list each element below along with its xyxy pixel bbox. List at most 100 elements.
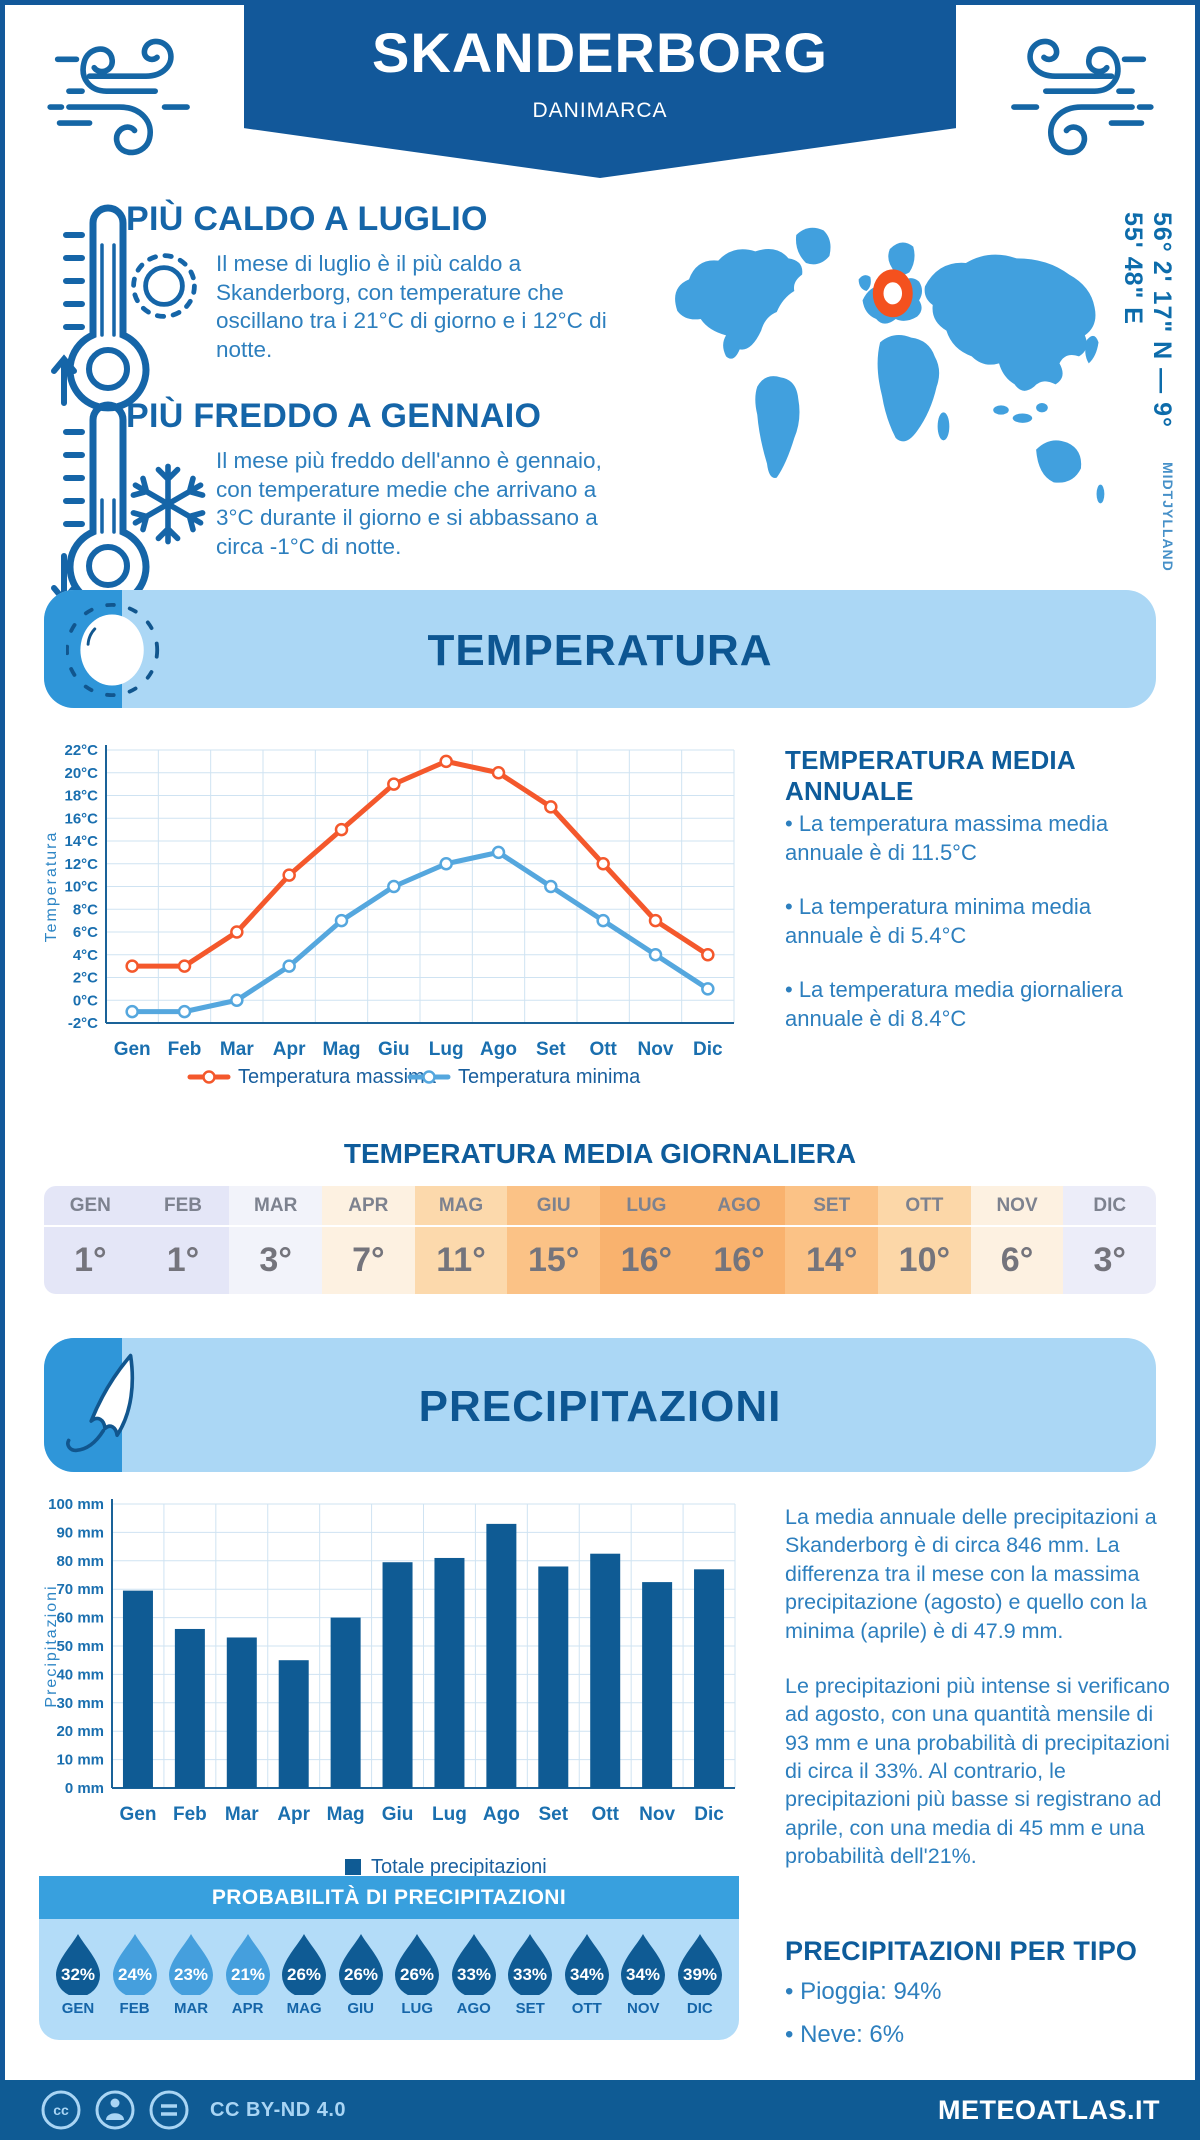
temperature-line-chart: -2°C 0°C 2°C 4°C 6°C 8°C 10°C 12°C 14°C 16°C 18°C 2… [40, 740, 760, 1095]
svg-text:Apr: Apr [277, 1804, 310, 1825]
table-month-value: 11° [414, 1227, 508, 1294]
svg-text:10°C: 10°C [64, 879, 98, 896]
table-column-nov: NOV 6° [970, 1186, 1064, 1294]
table-month-value: 15° [507, 1227, 601, 1294]
svg-text:20°C: 20°C [64, 765, 98, 782]
svg-text:Ott: Ott [589, 1039, 617, 1060]
table-column-set: SET 14° [785, 1186, 879, 1294]
droplet-icon: 26% [338, 1934, 383, 1995]
svg-text:Gen: Gen [119, 1804, 156, 1825]
daily-table-heading: TEMPERATURA MEDIA GIORNALIERA [343, 1138, 857, 1169]
temperature-section-title: TEMPERATURA [427, 626, 773, 675]
table-month-label: AGO [692, 1186, 786, 1225]
table-column-dic: DIC 3° [1063, 1186, 1156, 1294]
annual-temp-bullets: • La temperatura massima media annuale è… [785, 810, 1167, 1060]
attribution-person-icon [95, 2090, 135, 2130]
svg-text:Mag: Mag [327, 1804, 365, 1825]
table-column-ago: AGO 16° [692, 1186, 786, 1294]
precip-type-bullets: • Pioggia: 94% • Neve: 6% [785, 1976, 1167, 2062]
svg-text:20 mm: 20 mm [56, 1723, 104, 1740]
svg-text:Feb: Feb [173, 1804, 207, 1825]
region-text: MIDTJYLLAND [1160, 462, 1176, 572]
license-group: cc CC BY-ND 4.0 [40, 2089, 346, 2131]
table-month-label: DIC [1063, 1186, 1156, 1225]
daily-temperature-table: GEN 1° FEB 1° MAR 3° APR 7° MAG 11° GIU 15° LUG 16° AG… [44, 1186, 1156, 1294]
svg-text:Giu: Giu [378, 1039, 410, 1060]
svg-text:26%: 26% [287, 1965, 321, 1984]
svg-text:80 mm: 80 mm [56, 1553, 104, 1570]
license-text: CC BY-ND 4.0 [210, 2098, 347, 2121]
svg-text:0°C: 0°C [73, 992, 98, 1009]
svg-text:Ago: Ago [483, 1804, 520, 1825]
table-month-label: SET [785, 1186, 879, 1225]
table-column-giu: GIU 15° [507, 1186, 601, 1294]
table-month-value: 1° [136, 1227, 230, 1294]
svg-text:Mar: Mar [225, 1804, 259, 1825]
coordinates-block: 56° 2' 17" N — 9° 55' 48" E MIDTJYLLAND [1118, 212, 1176, 572]
svg-text:Set: Set [539, 1804, 569, 1825]
annual-bullet: • La temperatura minima media annuale è … [785, 894, 1092, 948]
annual-bullet: • La temperatura massima media annuale è… [785, 811, 1109, 865]
svg-text:Temperatura minima: Temperatura minima [458, 1066, 641, 1088]
cold-month-text: Il mese più freddo dell'anno è gennaio, … [216, 448, 602, 559]
coordinates-text: 56° 2' 17" N — 9° 55' 48" E [1119, 212, 1176, 428]
table-month-value: 7° [322, 1227, 415, 1294]
hot-month-text: Il mese di luglio è il più caldo a Skand… [216, 251, 607, 362]
thermometer-hot-icon [51, 204, 150, 412]
precipitation-bar-chart: 0 mm 10 mm 20 mm 30 mm 40 mm 50 mm 60 mm 70 mm 8… [40, 1496, 760, 1891]
droplet-icon: 34% [564, 1934, 609, 1995]
svg-text:39%: 39% [683, 1965, 717, 1984]
precip-type-heading: PRECIPITAZIONI PER TIPO [785, 1936, 1138, 1966]
svg-text:34%: 34% [570, 1965, 604, 1984]
page-title: SKANDERBORG [372, 21, 828, 84]
droplet-mar: 23% MAR [164, 1933, 218, 2040]
svg-text:30 mm: 30 mm [56, 1695, 104, 1712]
svg-text:Feb: Feb [168, 1039, 202, 1060]
droplet-month-label: NOV [627, 2000, 660, 2017]
svg-text:33%: 33% [513, 1965, 547, 1984]
svg-text:Temperatura massima: Temperatura massima [238, 1066, 437, 1088]
svg-text:10 mm: 10 mm [56, 1752, 104, 1769]
svg-text:60 mm: 60 mm [56, 1610, 104, 1627]
sun-banner-icon [66, 602, 160, 698]
droplet-dic: 39% DIC [673, 1933, 727, 2040]
droplet-month-label: DIC [686, 2000, 713, 2017]
snowflake-icon [130, 463, 206, 545]
droplet-icon: 33% [451, 1934, 496, 1995]
droplet-icon: 23% [169, 1934, 214, 1995]
table-column-mag: MAG 11° [414, 1186, 508, 1294]
table-column-feb: FEB 1° [136, 1186, 230, 1294]
table-month-value: 3° [229, 1227, 323, 1294]
precipitation-paragraph: Le precipitazioni più intense si verific… [785, 1673, 1170, 1869]
table-column-apr: APR 7° [322, 1186, 415, 1294]
svg-text:6°C: 6°C [73, 924, 98, 941]
svg-text:34%: 34% [626, 1965, 660, 1984]
svg-text:Precipitazioni: Precipitazioni [43, 1584, 60, 1707]
svg-text:2°C: 2°C [73, 970, 98, 987]
svg-text:Giu: Giu [382, 1804, 414, 1825]
table-month-value: 6° [970, 1227, 1064, 1294]
svg-text:50 mm: 50 mm [56, 1638, 104, 1655]
svg-text:21%: 21% [231, 1965, 265, 1984]
droplet-month-label: MAR [173, 2000, 209, 2017]
droplet-icon: 32% [56, 1934, 100, 1995]
svg-text:0 mm: 0 mm [65, 1780, 104, 1797]
table-month-label: NOV [970, 1186, 1064, 1225]
svg-text:16°C: 16°C [64, 810, 98, 827]
annual-temp-heading: TEMPERATURA MEDIA ANNUALE [785, 745, 1075, 806]
droplet-month-label: SET [515, 2000, 545, 2017]
svg-text:33%: 33% [457, 1965, 491, 1984]
brand-logo: METEOATLAS.IT [938, 2094, 1160, 2125]
svg-text:Lug: Lug [429, 1039, 464, 1060]
droplet-feb: 24% FEB [108, 1933, 162, 2040]
droplet-month-label: APR [231, 2000, 264, 2017]
svg-text:70 mm: 70 mm [56, 1581, 104, 1598]
droplet-giu: 26% GIU [334, 1933, 388, 2040]
temperature-section-banner: TEMPERATURA [44, 590, 1156, 708]
svg-text:14°C: 14°C [64, 833, 98, 850]
droplet-month-label: FEB [119, 2000, 150, 2017]
table-column-gen: GEN 1° [44, 1186, 137, 1294]
svg-text:26%: 26% [344, 1965, 378, 1984]
svg-text:Ott: Ott [591, 1804, 619, 1825]
